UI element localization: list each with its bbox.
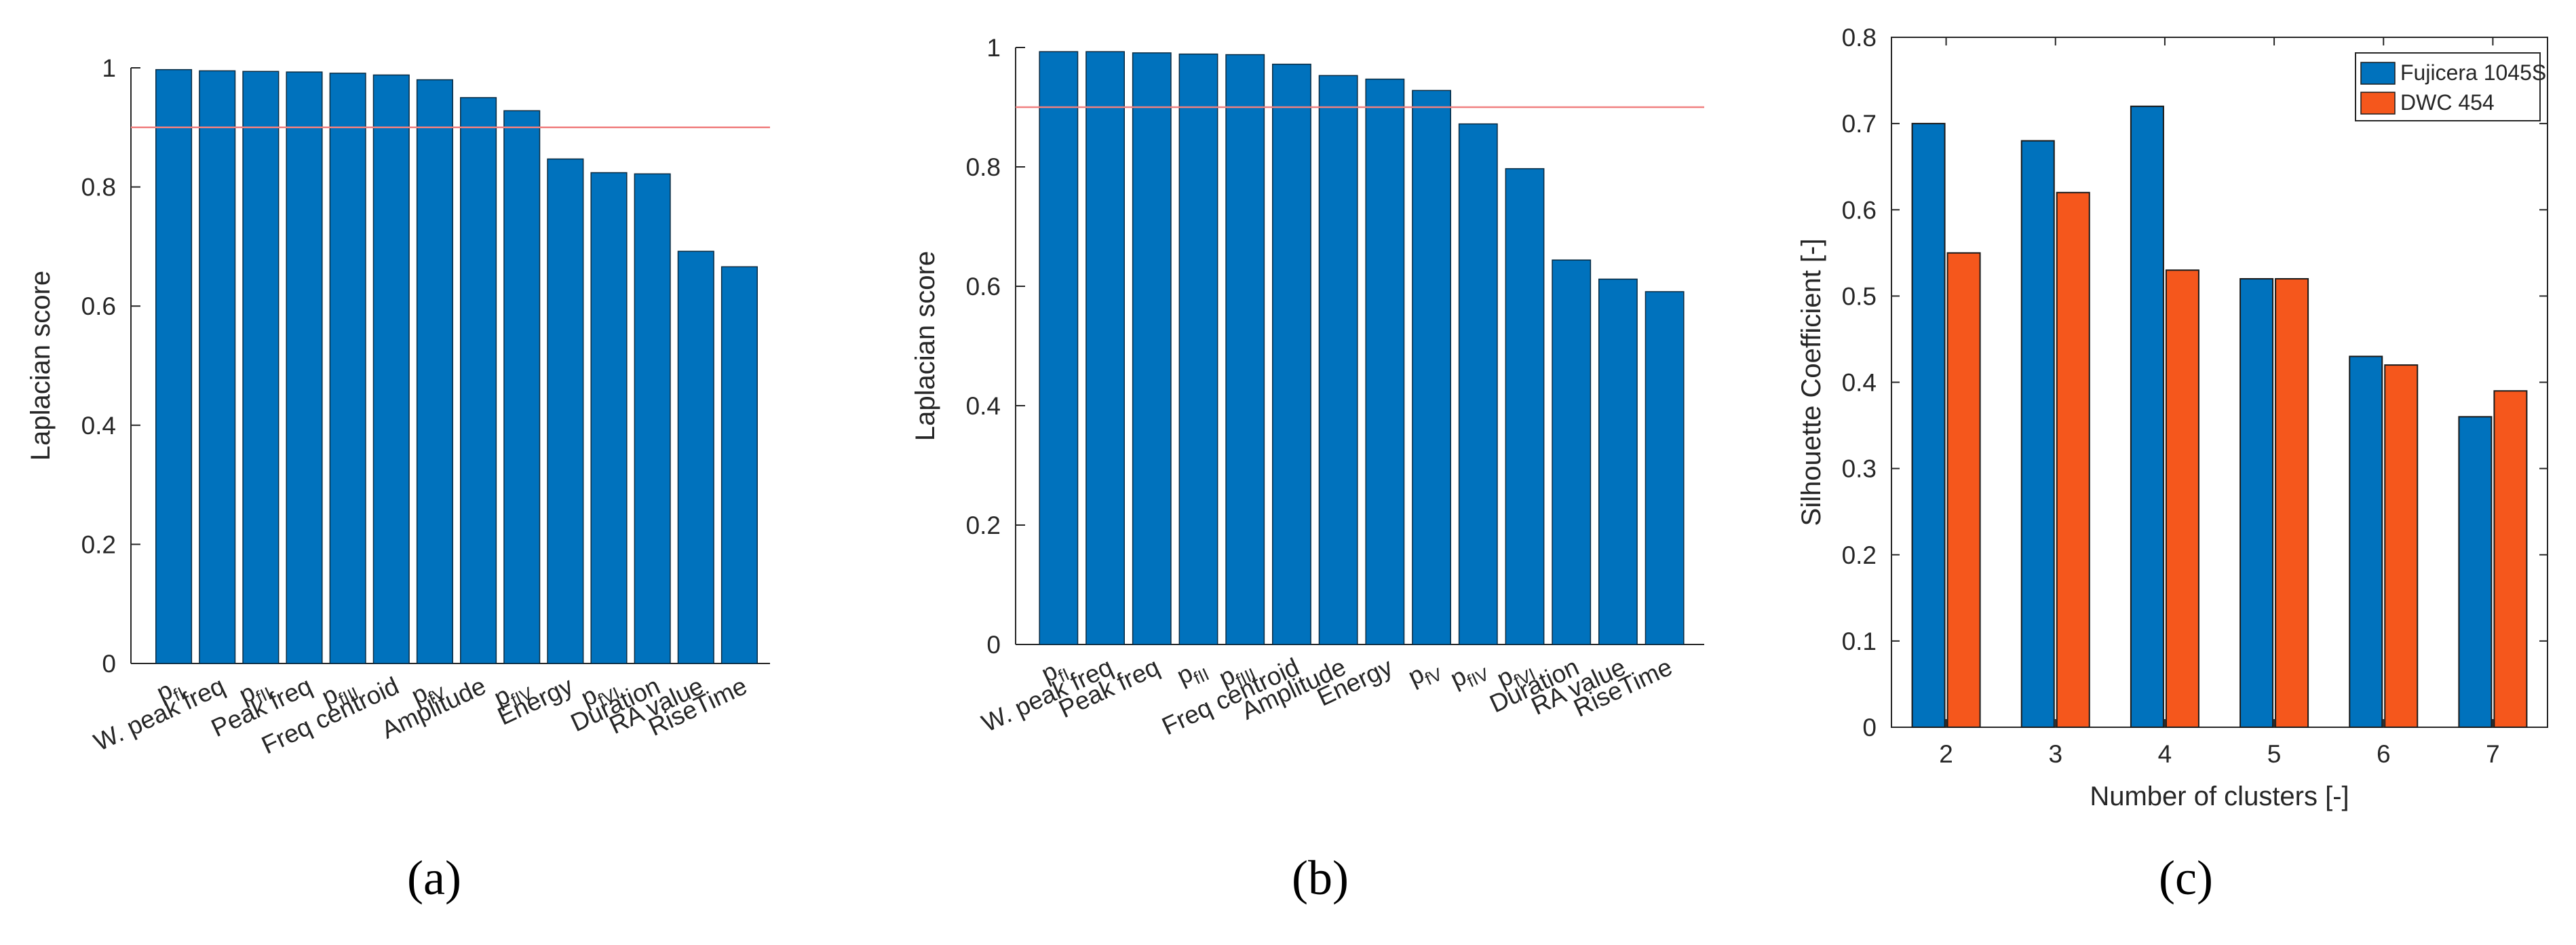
panel-c-caption: (c) — [2159, 851, 2213, 905]
legend-label: Fujicera 1045S — [2400, 60, 2546, 85]
bar-dwc — [2165, 269, 2199, 728]
y-tick-label: 0.6 — [1842, 196, 1877, 224]
bar-fujicera — [2020, 140, 2055, 729]
x-tick-label: 3 — [2048, 740, 2062, 768]
y-tick-label: 0 — [986, 631, 1001, 659]
chart-panel-c: 0 0.1 0.2 0.3 0.4 0.5 0.6 0.7 0.8 Silhouette Coef… — [1796, 24, 2548, 811]
bar — [372, 74, 410, 664]
y-tick-label: 0.2 — [1842, 541, 1877, 569]
bar-fujicera — [2130, 105, 2164, 728]
bar — [416, 79, 453, 664]
y-axis-label: Laplacian score — [26, 271, 56, 461]
y-tick-label: 0.4 — [1842, 369, 1877, 397]
bar-fujicera — [2458, 416, 2493, 728]
y-tick-label: 0.1 — [1842, 628, 1877, 655]
bar — [547, 158, 584, 664]
y-tick-label: 0.4 — [966, 392, 1001, 420]
bar — [1645, 291, 1685, 645]
y-tick-label: 0.5 — [1842, 282, 1877, 310]
bar — [329, 73, 366, 664]
panel-a-caption: (a) — [407, 851, 461, 905]
x-tick-label: 7 — [2486, 740, 2500, 768]
bar — [1039, 51, 1079, 645]
bar — [1458, 123, 1498, 645]
y-axis-label: Silhouette Coefficient [-] — [1796, 239, 1826, 526]
bar-fujicera — [2349, 355, 2383, 728]
bar — [1178, 53, 1218, 645]
y-tick-label: 0.6 — [966, 273, 1001, 301]
x-tick-label: pfV — [1404, 653, 1446, 695]
bar — [1598, 278, 1638, 645]
bar — [1132, 52, 1172, 645]
x-tick-label: 5 — [2267, 740, 2282, 768]
bar-dwc — [2275, 277, 2309, 728]
x-tick-label: 2 — [1939, 740, 1953, 768]
bar — [155, 69, 193, 664]
y-tick-label: 0.8 — [1842, 24, 1877, 52]
bar-dwc — [2056, 191, 2090, 728]
y-tick-label: 1 — [986, 34, 1001, 62]
bar — [1225, 54, 1265, 645]
bar — [199, 70, 236, 664]
bar — [460, 97, 497, 664]
bar-dwc — [2384, 364, 2419, 728]
y-tick-label: 0 — [102, 650, 116, 678]
bar — [1085, 51, 1125, 645]
bar — [1412, 90, 1451, 645]
bar — [1365, 78, 1405, 645]
legend-swatch — [2360, 62, 2396, 85]
legend-swatch — [2360, 92, 2396, 115]
bar — [1318, 75, 1358, 645]
y-tick-label: 0.8 — [966, 153, 1001, 181]
y-tick-label: 0.7 — [1842, 110, 1877, 138]
bar — [503, 110, 541, 664]
y-tick-label: 0.4 — [81, 412, 116, 440]
y-tick-label: 0.2 — [81, 531, 116, 558]
bar-fujicera — [1911, 123, 1946, 728]
y-axis-label: Laplacian score — [910, 251, 940, 441]
bar — [1272, 63, 1311, 645]
y-tick-label: 0.3 — [1842, 455, 1877, 483]
y-tick-label: 0.8 — [81, 174, 116, 201]
x-tick-label: pfII — [1172, 653, 1212, 694]
bar-fujicera — [2239, 277, 2274, 728]
bar — [677, 250, 714, 664]
bar-dwc — [1946, 252, 1981, 728]
bar — [634, 173, 671, 664]
panel-b-caption: (b) — [1292, 851, 1349, 905]
x-tick-label: pfIV — [1446, 653, 1492, 697]
bar — [242, 71, 280, 664]
plot-box — [1891, 37, 2548, 728]
y-tick-label: 0.6 — [81, 292, 116, 320]
bar — [286, 71, 323, 664]
x-tick-label: 4 — [2158, 740, 2172, 768]
bar — [1505, 168, 1545, 645]
bar-dwc — [2493, 390, 2528, 729]
bar — [590, 172, 628, 664]
x-tick-label: 6 — [2377, 740, 2391, 768]
legend-label: DWC 454 — [2400, 90, 2495, 115]
x-tick-label: Energy — [493, 672, 577, 731]
y-tick-label: 0.2 — [966, 512, 1001, 539]
x-axis-label: Number of clusters [-] — [2090, 782, 2349, 811]
y-tick-label: 0 — [1862, 714, 1877, 741]
bar — [720, 266, 758, 664]
legend: Fujicera 1045S DWC 454 — [2355, 52, 2546, 121]
bar — [1552, 259, 1592, 645]
y-tick-label: 1 — [102, 54, 116, 82]
